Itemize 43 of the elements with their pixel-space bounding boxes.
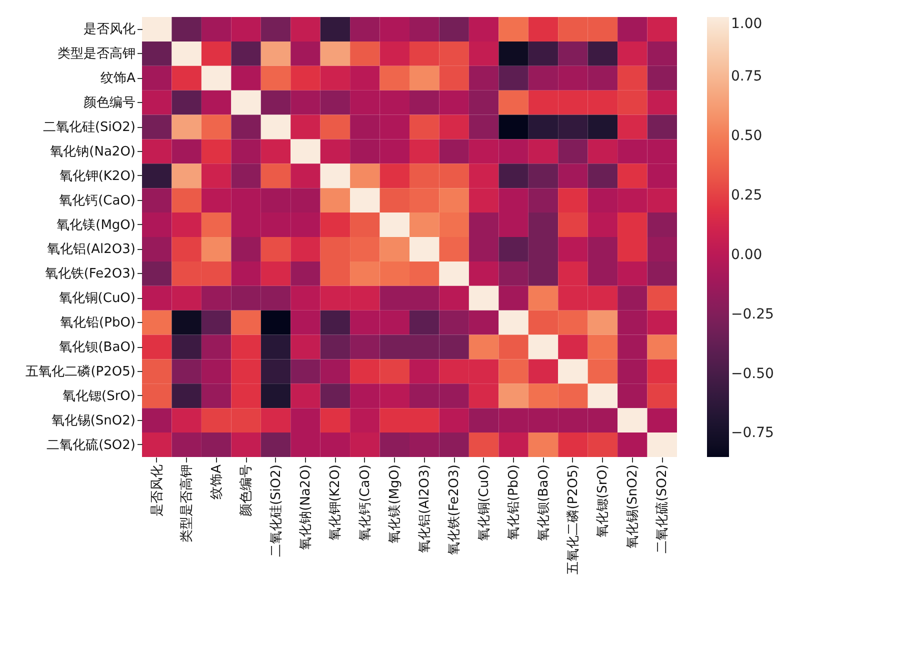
y-tick-label: 二氧化硅(SiO2) — [42, 120, 136, 135]
y-tick-label: 氧化钙(CaO) — [59, 193, 136, 208]
x-tick-label: 五氧化二磷(P2O5) — [566, 464, 581, 574]
y-tick-label: 二氧化硫(SO2) — [46, 438, 136, 453]
x-tick-label: 类型是否高钾 — [178, 464, 195, 542]
x-tick-label: 纹饰A — [209, 464, 224, 500]
color-bar-label: 0.00 — [731, 246, 762, 263]
y-tick-label: 氧化镁(MgO) — [56, 218, 136, 233]
y-tick-label: 氧化锶(SrO) — [62, 388, 136, 404]
x-tick-label: 氧化钙(CaO) — [358, 464, 373, 541]
y-tick-label: 是否风化 — [84, 22, 136, 38]
x-tick-label: 氧化铅(PbO) — [506, 464, 522, 540]
color-bar-label: −0.50 — [731, 366, 774, 382]
y-tick-label: 五氧化二磷(P2O5) — [26, 364, 136, 380]
y-tick-label: 氧化铜(CuO) — [58, 291, 136, 306]
x-tick-label: 氧化钡(BaO) — [536, 464, 552, 541]
x-tick-label: 氧化钾(K2O) — [328, 464, 344, 541]
y-tick-label: 氧化铝(Al2O3) — [47, 242, 136, 258]
color-bar-label: 0.25 — [731, 187, 762, 204]
color-bar-label: 1.00 — [731, 16, 762, 32]
x-tick-label: 二氧化硫(SO2) — [655, 464, 670, 554]
x-tick-label: 氧化镁(MgO) — [388, 464, 403, 544]
color-bar-label: 0.75 — [731, 68, 762, 84]
x-tick-label: 氧化钠(Na2O) — [298, 464, 314, 550]
color-bar-label: 0.50 — [731, 128, 762, 144]
y-tick-label: 类型是否高钾 — [58, 46, 136, 62]
y-tick-label: 颜色编号 — [84, 96, 136, 111]
y-tick-label: 纹饰A — [100, 71, 136, 86]
y-tick-label: 氧化钾(K2O) — [59, 168, 136, 184]
x-tick-label: 氧化铁(Fe2O3) — [447, 464, 462, 556]
x-tick-label: 氧化铜(CuO) — [476, 464, 492, 542]
x-tick-label: 颜色编号 — [239, 464, 254, 516]
y-tick-label: 氧化锡(SnO2) — [51, 413, 136, 428]
y-tick-label: 氧化铅(PbO) — [60, 316, 136, 331]
x-tick-label: 氧化铝(Al2O3) — [417, 464, 432, 553]
color-bar-label: −0.25 — [731, 306, 774, 322]
y-tick-label: 氧化钠(Na2O) — [50, 144, 136, 160]
x-tick-label: 氧化锡(SnO2) — [625, 464, 640, 549]
y-tick-label: 氧化钡(BaO) — [59, 340, 136, 355]
x-tick-label: 氧化锶(SrO) — [596, 464, 611, 538]
color-bar-label: −0.75 — [731, 425, 774, 442]
x-tick-label: 二氧化硅(SiO2) — [268, 464, 284, 558]
y-tick-label: 氧化铁(Fe2O3) — [44, 266, 136, 282]
